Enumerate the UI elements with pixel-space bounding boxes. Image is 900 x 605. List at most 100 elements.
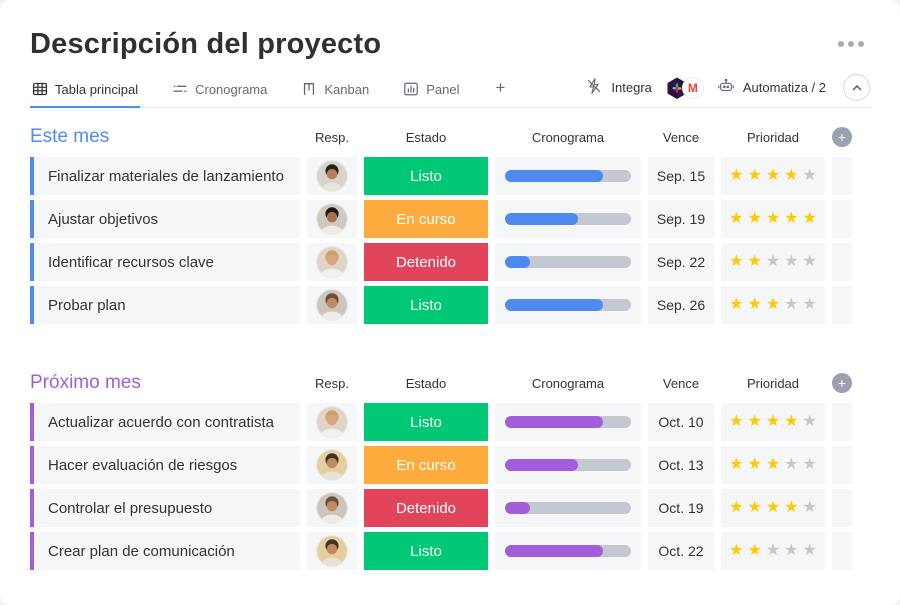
tab-tabla-principal[interactable]: Tabla principal <box>30 81 141 108</box>
progress-track <box>505 545 631 557</box>
task-name-cell[interactable]: Controlar el presupuesto <box>30 489 300 527</box>
column-header-priority[interactable]: Prioridad <box>746 129 800 145</box>
column-header-due[interactable]: Vence <box>662 375 700 391</box>
star-icon: ★ <box>765 253 781 270</box>
column-header-priority[interactable]: Prioridad <box>746 375 800 391</box>
group-title[interactable]: Este mes <box>30 126 110 147</box>
priority-cell[interactable]: ★ ★ ★ ★ ★ <box>721 403 825 441</box>
ellipsis-icon <box>858 41 864 47</box>
tab-panel[interactable]: Panel <box>401 81 461 108</box>
status-cell[interactable]: Listo <box>364 403 488 441</box>
progress-track <box>505 416 631 428</box>
star-icon: ★ <box>784 253 799 270</box>
task-name-cell[interactable]: Probar plan <box>30 286 300 324</box>
priority-cell[interactable]: ★ ★ ★ ★ ★ <box>721 200 825 238</box>
status-cell[interactable]: En curso <box>364 446 488 484</box>
task-name: Ajustar objetivos <box>48 210 159 228</box>
due-date-cell[interactable]: Oct. 22 <box>648 532 714 570</box>
timeline-cell[interactable] <box>495 157 641 195</box>
column-header-owner[interactable]: Resp. <box>315 129 349 145</box>
owner-cell[interactable] <box>307 200 357 238</box>
group-title[interactable]: Próximo mes <box>30 372 141 393</box>
timeline-cell[interactable] <box>495 200 641 238</box>
group-header-row: Este mes Resp. Estado Cronograma Vence Priori… <box>30 122 870 152</box>
task-name: Probar plan <box>48 296 126 314</box>
status-cell[interactable]: En curso <box>364 200 488 238</box>
integrate-label: Integra <box>611 80 652 95</box>
priority-cell[interactable]: ★ ★ ★ ★ ★ <box>721 286 825 324</box>
star-icon: ★ <box>729 456 744 473</box>
add-column-wrap: + <box>832 373 852 393</box>
progress-fill <box>505 213 579 225</box>
star-icon: ★ <box>729 253 744 270</box>
add-column-button[interactable]: + <box>832 127 852 147</box>
due-date-cell[interactable]: Sep. 19 <box>648 200 714 238</box>
star-icon: ★ <box>729 413 744 430</box>
tab-kanban[interactable]: Kanban <box>299 81 371 108</box>
timeline-cell[interactable] <box>495 446 641 484</box>
due-date-cell[interactable]: Sep. 26 <box>648 286 714 324</box>
task-name-cell[interactable]: Identificar recursos clave <box>30 243 300 281</box>
star-icon: ★ <box>729 210 744 227</box>
column-header-timeline[interactable]: Cronograma <box>531 375 605 391</box>
owner-cell[interactable] <box>307 286 357 324</box>
timeline-cell[interactable] <box>495 532 641 570</box>
star-icon: ★ <box>784 296 799 313</box>
timeline-cell[interactable] <box>495 243 641 281</box>
owner-cell[interactable] <box>307 403 357 441</box>
due-date-cell[interactable]: Sep. 22 <box>648 243 714 281</box>
owner-cell[interactable] <box>307 157 357 195</box>
task-name-cell[interactable]: Finalizar materiales de lanzamiento <box>30 157 300 195</box>
board-options-menu-button[interactable] <box>832 35 870 53</box>
priority-cell[interactable]: ★ ★ ★ ★ ★ <box>721 157 825 195</box>
owner-cell[interactable] <box>307 446 357 484</box>
ellipsis-icon <box>838 41 844 47</box>
status-cell[interactable]: Detenido <box>364 489 488 527</box>
collapse-header-button[interactable] <box>843 74 870 101</box>
task-name: Actualizar acuerdo con contratista <box>48 413 274 431</box>
timeline-icon <box>172 81 188 97</box>
due-date-cell[interactable]: Oct. 19 <box>648 489 714 527</box>
ellipsis-icon <box>848 41 854 47</box>
owner-cell[interactable] <box>307 243 357 281</box>
avatar-man-beard-2 <box>317 536 347 566</box>
status-cell[interactable]: Detenido <box>364 243 488 281</box>
progress-track <box>505 170 631 182</box>
status-cell[interactable]: Listo <box>364 157 488 195</box>
task-name-cell[interactable]: Hacer evaluación de riesgos <box>30 446 300 484</box>
integrate-button[interactable]: Integra <box>585 77 652 98</box>
status-cell[interactable]: Listo <box>364 532 488 570</box>
add-column-button[interactable]: + <box>832 373 852 393</box>
due-date-cell[interactable]: Oct. 13 <box>648 446 714 484</box>
column-header-due[interactable]: Vence <box>662 129 700 145</box>
star-icon: ★ <box>747 296 762 313</box>
tab-cronograma[interactable]: Cronograma <box>170 81 269 108</box>
status-label: Listo <box>410 296 442 314</box>
timeline-cell[interactable] <box>495 286 641 324</box>
priority-cell[interactable]: ★ ★ ★ ★ ★ <box>721 489 825 527</box>
bar-chart-icon <box>403 81 419 97</box>
due-date: Sep. 19 <box>656 211 706 227</box>
due-date-cell[interactable]: Sep. 15 <box>648 157 714 195</box>
owner-cell[interactable] <box>307 532 357 570</box>
task-name-cell[interactable]: Actualizar acuerdo con contratista <box>30 403 300 441</box>
column-header-status[interactable]: Estado <box>405 129 447 145</box>
column-header-status[interactable]: Estado <box>405 375 447 391</box>
priority-cell[interactable]: ★ ★ ★ ★ ★ <box>721 243 825 281</box>
timeline-cell[interactable] <box>495 403 641 441</box>
task-name-cell[interactable]: Crear plan de comunicación <box>30 532 300 570</box>
add-view-button[interactable]: + <box>495 78 506 97</box>
automate-button[interactable]: Automatiza / 2 <box>717 77 826 98</box>
column-header-owner[interactable]: Resp. <box>315 375 349 391</box>
timeline-cell[interactable] <box>495 489 641 527</box>
priority-cell[interactable]: ★ ★ ★ ★ ★ <box>721 446 825 484</box>
status-cell[interactable]: Listo <box>364 286 488 324</box>
owner-cell[interactable] <box>307 489 357 527</box>
board-header: Descripción del proyecto <box>30 24 870 64</box>
due-date-cell[interactable]: Oct. 10 <box>648 403 714 441</box>
group-section: Próximo mes Resp. Estado Cronograma Vence Pri… <box>30 368 870 570</box>
task-name-cell[interactable]: Ajustar objetivos <box>30 200 300 238</box>
installed-apps[interactable]: M <box>665 76 704 100</box>
column-header-timeline[interactable]: Cronograma <box>531 129 605 145</box>
priority-cell[interactable]: ★ ★ ★ ★ ★ <box>721 532 825 570</box>
